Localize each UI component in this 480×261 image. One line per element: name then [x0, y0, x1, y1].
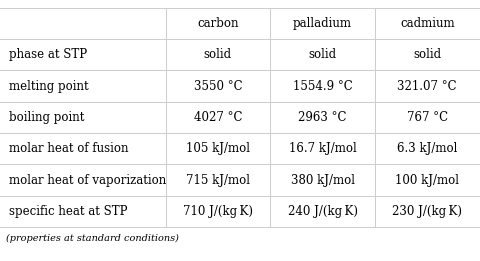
Text: 3550 °C: 3550 °C — [193, 80, 242, 93]
Text: phase at STP: phase at STP — [9, 48, 87, 61]
Text: 1554.9 °C: 1554.9 °C — [293, 80, 352, 93]
Text: molar heat of fusion: molar heat of fusion — [9, 142, 128, 155]
Text: carbon: carbon — [197, 17, 239, 30]
Text: boiling point: boiling point — [9, 111, 84, 124]
Text: melting point: melting point — [9, 80, 88, 93]
Text: 4027 °C: 4027 °C — [193, 111, 242, 124]
Text: solid: solid — [204, 48, 232, 61]
Text: 240 J/(kg K): 240 J/(kg K) — [288, 205, 358, 218]
Text: 321.07 °C: 321.07 °C — [397, 80, 457, 93]
Text: 767 °C: 767 °C — [407, 111, 448, 124]
Text: solid: solid — [413, 48, 441, 61]
Text: 715 kJ/mol: 715 kJ/mol — [186, 174, 250, 187]
Text: solid: solid — [309, 48, 336, 61]
Text: 6.3 kJ/mol: 6.3 kJ/mol — [397, 142, 457, 155]
Text: 100 kJ/mol: 100 kJ/mol — [395, 174, 459, 187]
Text: 105 kJ/mol: 105 kJ/mol — [186, 142, 250, 155]
Text: molar heat of vaporization: molar heat of vaporization — [9, 174, 166, 187]
Text: palladium: palladium — [293, 17, 352, 30]
Text: specific heat at STP: specific heat at STP — [9, 205, 127, 218]
Text: 380 kJ/mol: 380 kJ/mol — [290, 174, 355, 187]
Text: 16.7 kJ/mol: 16.7 kJ/mol — [288, 142, 357, 155]
Text: cadmium: cadmium — [400, 17, 455, 30]
Text: 710 J/(kg K): 710 J/(kg K) — [183, 205, 253, 218]
Text: (properties at standard conditions): (properties at standard conditions) — [6, 234, 179, 243]
Text: 2963 °C: 2963 °C — [298, 111, 347, 124]
Text: 230 J/(kg K): 230 J/(kg K) — [392, 205, 462, 218]
